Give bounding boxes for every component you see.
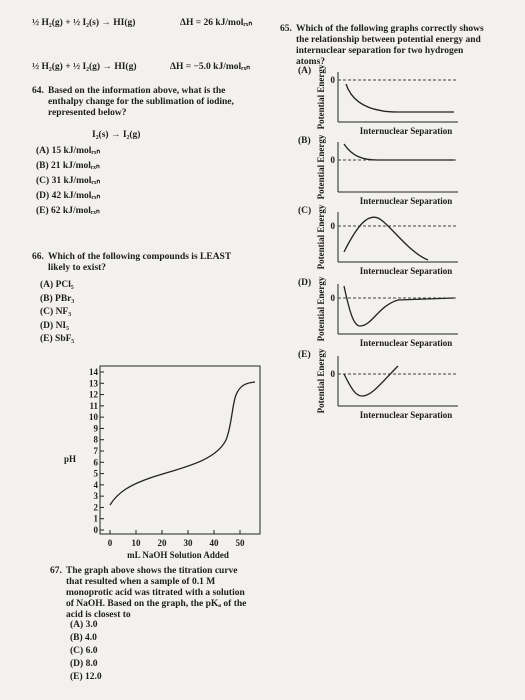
choice: (C) 31 kJ/molᵣₓₙ bbox=[36, 176, 101, 186]
y-axis-label: Potential Energy bbox=[316, 204, 326, 269]
y-axis-label: pH bbox=[64, 454, 76, 464]
q-number: 66. bbox=[32, 252, 44, 262]
x-axis-label: Internuclear Separation bbox=[360, 196, 453, 206]
y-tick-label: 10 bbox=[89, 412, 99, 422]
choice: (D) 42 kJ/molᵣₓₙ bbox=[36, 191, 101, 201]
choice-label: (E) bbox=[298, 350, 311, 360]
enthalpy: ΔH = 26 kJ/molᵣₓₙ bbox=[180, 18, 253, 28]
choice: (E) 12.0 bbox=[70, 672, 102, 682]
y-axis-label: Potential Energy bbox=[316, 276, 326, 341]
pe-curve bbox=[343, 216, 429, 261]
choice: (D) 8.0 bbox=[70, 659, 98, 669]
choice-label: (C) bbox=[298, 206, 312, 216]
choice: (D) NI₅ bbox=[40, 320, 69, 331]
choice: (B) PBr₃ bbox=[40, 293, 75, 304]
x-axis-label: Internuclear Separation bbox=[360, 126, 453, 136]
choice-label: (A) bbox=[298, 66, 312, 76]
zero-label: 0 bbox=[331, 75, 336, 85]
choice: (C) NF₃ bbox=[40, 307, 72, 317]
q-text: Which of the following compounds is LEAS… bbox=[48, 252, 232, 273]
x-tick-label: 20 bbox=[158, 538, 168, 548]
q-number: 65. bbox=[280, 24, 292, 34]
y-tick-label: 13 bbox=[89, 378, 99, 388]
x-tick-label: 0 bbox=[108, 538, 113, 548]
x-tick-label: 50 bbox=[236, 538, 246, 548]
choice: (E) 62 kJ/molᵣₓₙ bbox=[36, 206, 100, 216]
pe-curve bbox=[345, 83, 454, 113]
x-tick-label: 10 bbox=[132, 538, 142, 548]
choice: (C) 6.0 bbox=[70, 646, 98, 656]
y-tick-label: 3 bbox=[94, 491, 99, 501]
y-tick-label: 4 bbox=[94, 480, 99, 490]
pe-curve bbox=[343, 365, 399, 397]
x-axis-label: Internuclear Separation bbox=[360, 410, 453, 420]
x-axis-label: Internuclear Separation bbox=[360, 338, 453, 348]
plot-frame bbox=[99, 365, 261, 535]
zero-label: 0 bbox=[331, 221, 336, 231]
y-tick-label: 11 bbox=[89, 401, 98, 411]
x-tick-label: 40 bbox=[210, 538, 220, 548]
y-tick-label: 9 bbox=[94, 423, 99, 433]
choice: (B) 21 kJ/molᵣₓₙ bbox=[36, 161, 100, 171]
y-tick-label: 8 bbox=[94, 435, 99, 445]
equation: ½ H₂(g) + ½ I₂(s) → HI(g) bbox=[32, 18, 136, 28]
y-tick-label: 7 bbox=[94, 446, 99, 456]
y-tick-label: 5 bbox=[94, 469, 99, 479]
equation: ½ H₂(g) + ½ I₂(g) → HI(g) bbox=[32, 62, 137, 72]
choice-label: (D) bbox=[298, 278, 312, 288]
zero-label: 0 bbox=[331, 155, 336, 165]
zero-label: 0 bbox=[331, 369, 336, 379]
choice: (A) 15 kJ/molᵣₓₙ bbox=[36, 146, 101, 156]
enthalpy: ΔH = −5.0 kJ/molᵣₓₙ bbox=[170, 62, 251, 72]
equation: I₂(s) → I₂(g) bbox=[92, 130, 141, 140]
q-number: 64. bbox=[32, 86, 44, 96]
y-tick-label: 2 bbox=[94, 502, 99, 512]
titration-curve bbox=[109, 381, 256, 506]
y-axis-label: Potential Energy bbox=[316, 64, 326, 129]
pe-curve bbox=[343, 285, 455, 327]
pe-curve bbox=[343, 143, 454, 161]
y-tick-label: 12 bbox=[89, 390, 99, 400]
choice: (E) SbF₅ bbox=[40, 334, 75, 344]
q-text: The graph above shows the titration curv… bbox=[66, 566, 247, 620]
choice: (A) PCl₅ bbox=[40, 280, 74, 290]
choice: (A) 3.0 bbox=[70, 620, 98, 630]
x-axis-label: Internuclear Separation bbox=[360, 266, 453, 276]
q-text: Which of the following graphs correctly … bbox=[296, 24, 484, 67]
y-axis-label: Potential Energy bbox=[316, 134, 326, 199]
y-tick-label: 1 bbox=[94, 514, 99, 524]
q-text: Based on the information above, what is … bbox=[48, 86, 234, 118]
y-tick-label: 0 bbox=[94, 525, 99, 535]
choice: (B) 4.0 bbox=[70, 633, 97, 643]
x-tick-label: 30 bbox=[184, 538, 194, 548]
zero-label: 0 bbox=[331, 293, 336, 303]
y-axis-label: Potential Energy bbox=[316, 348, 326, 413]
x-axis-label: mL NaOH Solution Added bbox=[127, 550, 229, 560]
y-tick-label: 6 bbox=[94, 457, 99, 467]
y-tick-label: 14 bbox=[89, 367, 99, 377]
choice-label: (B) bbox=[298, 136, 311, 146]
q-number: 67. bbox=[50, 566, 62, 576]
